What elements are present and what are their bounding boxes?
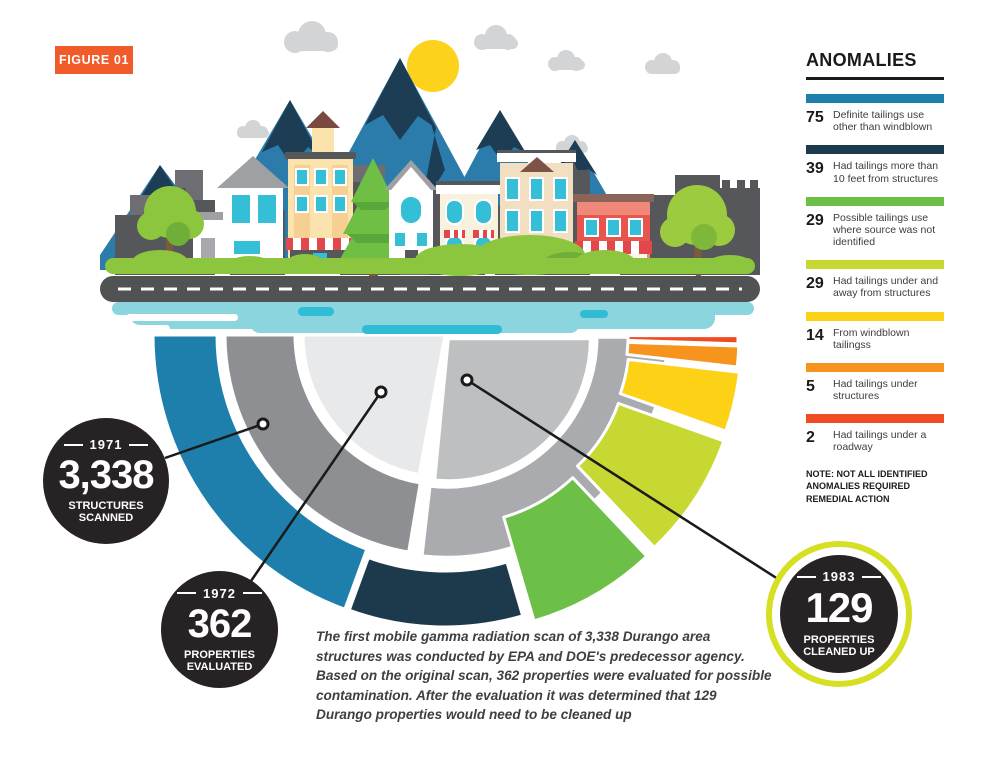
white-gable-building bbox=[384, 160, 438, 267]
callout-line-1972 bbox=[249, 391, 383, 582]
pediment-building bbox=[497, 150, 576, 270]
badge-year: 1983 bbox=[796, 569, 882, 584]
legend-label: Definite tailings use other than windblo… bbox=[833, 109, 933, 134]
legend-color-bar bbox=[806, 145, 944, 155]
callout-dot-1971 bbox=[256, 417, 270, 431]
legend-item: 39 Had tailings more than 10 feet from s… bbox=[806, 145, 944, 185]
callout-dot-1972 bbox=[374, 385, 388, 399]
legend-color-bar bbox=[806, 260, 944, 270]
legend-note: NOTE: NOT ALL IDENTIFIED ANOMALIES REQUI… bbox=[806, 468, 928, 504]
sun-icon bbox=[407, 40, 459, 92]
caption-text: The first mobile gamma radiation scan of… bbox=[316, 629, 772, 723]
badge-year: 1971 bbox=[63, 437, 149, 452]
badge-label: PROPERTIES CLEANED UP bbox=[803, 634, 875, 659]
legend-color-bar bbox=[806, 362, 944, 372]
legend-value: 29 bbox=[806, 275, 824, 293]
town-illustration bbox=[100, 21, 760, 334]
legend-value: 2 bbox=[806, 429, 815, 447]
white-house bbox=[190, 156, 289, 267]
middle-ring-left bbox=[223, 333, 422, 554]
cornice-building bbox=[436, 181, 502, 267]
legend-label: From windblown tailingss bbox=[833, 326, 910, 351]
legend-item: 29 Had tailings under and away from stru… bbox=[806, 260, 944, 299]
legend-color-bar bbox=[806, 311, 944, 321]
legend-value: 14 bbox=[806, 326, 824, 344]
inner-slice-right bbox=[433, 337, 592, 483]
badge-value: 362 bbox=[187, 601, 253, 646]
cloud-icon bbox=[237, 21, 680, 153]
grass-strip bbox=[105, 258, 755, 274]
badge-1971-structures-scanned: 1971 3,338 STRUCTURES SCANNED bbox=[43, 418, 169, 544]
badge-year: 1972 bbox=[177, 586, 262, 601]
legend-color-bar bbox=[806, 414, 944, 424]
legend-value: 5 bbox=[806, 377, 815, 395]
anomaly-slice-1 bbox=[347, 556, 525, 629]
legend-color-bar bbox=[806, 196, 944, 206]
water bbox=[112, 302, 754, 334]
legend-label: Had tailings under structures bbox=[833, 377, 918, 403]
anomalies-legend: ANOMALIES 75 Definite tailings use other… bbox=[806, 50, 944, 505]
legend-label: Had tailings under a roadway bbox=[833, 429, 927, 454]
legend-label: Had tailings more than 10 feet from stru… bbox=[833, 160, 939, 185]
anomaly-slice-5 bbox=[625, 340, 741, 369]
inner-slice-left bbox=[301, 333, 447, 477]
anomaly-slice-0 bbox=[151, 333, 369, 611]
legend-divider bbox=[806, 77, 944, 80]
anomaly-slice-4 bbox=[618, 358, 741, 433]
callout-dot-1983 bbox=[460, 373, 474, 387]
salmon-building bbox=[573, 194, 654, 270]
left-tree bbox=[137, 186, 204, 268]
badge-1983-ring: 1983 129 PROPERTIES CLEANED UP bbox=[766, 541, 912, 687]
legend-label: Possible tailings use where source was n… bbox=[833, 211, 936, 249]
legend-color-bar bbox=[806, 94, 944, 103]
badge-label: PROPERTIES EVALUATED bbox=[184, 648, 255, 673]
middle-ring-right bbox=[420, 335, 669, 559]
road bbox=[100, 276, 760, 302]
sky bbox=[237, 21, 680, 153]
cream-shop-building bbox=[285, 111, 356, 267]
legend-item: 2 Had tailings under a roadway bbox=[806, 414, 944, 453]
badge-label: STRUCTURES SCANNED bbox=[68, 500, 144, 525]
right-tree bbox=[660, 185, 735, 278]
legend-item: 75 Definite tailings use other than wind… bbox=[806, 94, 944, 133]
legend-value: 39 bbox=[806, 160, 824, 178]
badge-1983-properties-cleaned-up: 1983 129 PROPERTIES CLEANED UP bbox=[780, 555, 898, 673]
legend-item: 14 From windblown tailingss bbox=[806, 311, 944, 351]
legend-value: 29 bbox=[806, 211, 824, 229]
anomaly-slice-6 bbox=[626, 334, 740, 346]
callout-line-1971 bbox=[164, 422, 264, 460]
anomaly-slice-3 bbox=[575, 401, 726, 549]
pine-tree bbox=[335, 158, 411, 284]
legend-value: 75 bbox=[806, 109, 824, 126]
figure-number-badge: FIGURE 01 bbox=[55, 46, 133, 74]
badge-value: 3,338 bbox=[58, 453, 154, 498]
legend-title: ANOMALIES bbox=[806, 50, 917, 70]
badge-value: 129 bbox=[805, 584, 873, 632]
buildings-row bbox=[137, 111, 735, 284]
legend-label: Had tailings under and away from structu… bbox=[833, 275, 939, 300]
callout-line-1983 bbox=[466, 378, 779, 581]
mountains bbox=[100, 58, 650, 270]
legend-item: 29 Possible tailings use where source wa… bbox=[806, 196, 944, 249]
legend-item: 5 Had tailings under structures bbox=[806, 362, 944, 403]
anomaly-slice-2 bbox=[502, 476, 649, 623]
bushes bbox=[132, 235, 752, 276]
city-silhouette bbox=[115, 150, 760, 275]
badge-1972-properties-evaluated: 1972 362 PROPERTIES EVALUATED bbox=[161, 571, 278, 688]
